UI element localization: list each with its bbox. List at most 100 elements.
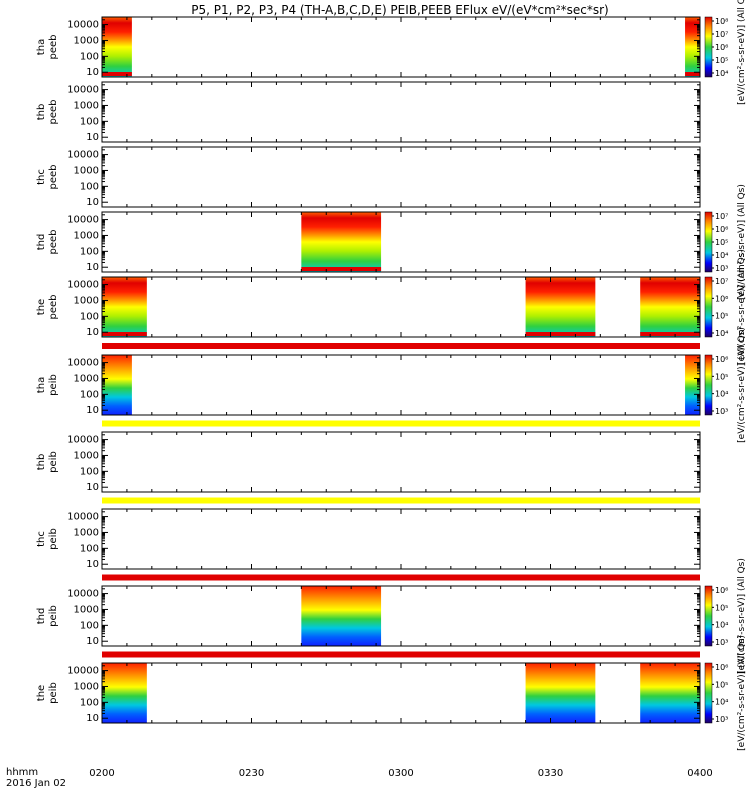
panel-label-instrument: peib xyxy=(48,374,59,396)
panel-label-probe: the xyxy=(36,685,47,701)
x-tick-label: 0330 xyxy=(538,768,563,779)
panel-label-instrument: peib xyxy=(48,605,59,627)
colorbar-tick-label: 10⁷ xyxy=(715,212,728,221)
y-tick-label: 10 xyxy=(86,713,99,724)
y-tick-label: 1000 xyxy=(74,35,99,46)
colorbar-title: [eV/(cm²-s-sr-eV)] (All Qs) xyxy=(737,0,747,105)
colorbar-tick-label: 10⁵ xyxy=(715,603,728,612)
colorbar-tick-label: 10⁴ xyxy=(715,69,728,78)
y-tick-label: 10 xyxy=(86,132,99,143)
panel-label-instrument: peib xyxy=(48,682,59,704)
chart-title: P5, P1, P2, P3, P4 (TH-A,B,C,D,E) PEIB,P… xyxy=(191,3,608,17)
low-energy-band xyxy=(301,267,382,271)
colorbar-tick-label: 10⁵ xyxy=(715,680,728,689)
y-tick-label: 1000 xyxy=(74,295,99,306)
panel-label-probe: thc xyxy=(36,531,47,547)
panel-label-probe: thd xyxy=(36,234,47,251)
panel-label-probe: tha xyxy=(36,39,47,55)
colorbar-tick-label: 10³ xyxy=(715,264,728,273)
y-tick-label: 100 xyxy=(80,246,99,257)
panel-thd-peeb: 10 100 1000 10000 thd peeb xyxy=(36,211,701,273)
colorbar-title: [eV/(cm²-s-sr-eV)] (All Qs) xyxy=(737,184,747,300)
y-tick-label: 10000 xyxy=(67,150,99,161)
panel-thc-peeb: 10 100 1000 10000 thc peeb xyxy=(36,146,701,208)
y-tick-label: 10 xyxy=(86,405,99,416)
colorbar-tick-label: 10³ xyxy=(715,407,728,416)
spectrogram-block xyxy=(102,17,132,77)
panel-the-peeb: 10 100 1000 10000 the peeb xyxy=(36,276,701,338)
panel-frame xyxy=(101,16,701,78)
colorbar-gradient xyxy=(704,354,713,416)
colorbar-tick-label: 10³ xyxy=(715,715,728,724)
y-tick-label: 100 xyxy=(80,116,99,127)
colorbar-tha-peib: 10⁶ 10⁵ 10⁴ 10³ [eV/(cm²-s-sr-eV)] (All Qs) xyxy=(704,327,747,443)
panel-thd-peib: 10 100 1000 10000 thd peib xyxy=(36,585,701,647)
spectrogram-block xyxy=(525,663,596,723)
low-energy-band xyxy=(685,72,700,76)
y-tick-label: 10 xyxy=(86,482,99,493)
low-energy-band xyxy=(102,332,147,336)
colorbar-thd-peib: 10⁶ 10⁵ 10⁴ 10³ [eV/(cm²-s-sr-eV)] (All Qs) xyxy=(704,558,747,674)
colorbar-tick-label: 10⁶ xyxy=(715,225,728,234)
y-tick-label: 10 xyxy=(86,636,99,647)
colorbar-tha-peeb: 10⁸ 10⁷ 10⁶ 10⁵ 10⁴ [eV/(cm²-s-sr-eV)] (All Q… xyxy=(704,0,747,105)
colorbar-tick-label: 10⁶ xyxy=(715,355,728,364)
colorbar-gradient xyxy=(704,585,713,647)
panel-frame xyxy=(101,662,701,724)
footer-line2: 2016 Jan 02 xyxy=(6,778,66,789)
colorbar-the-peeb: 10⁷ 10⁶ 10⁵ 10⁴ [eV/(cm²-s-sr-eV)] (All Qs) xyxy=(704,249,747,365)
colorbar-tick-label: 10⁵ xyxy=(715,238,728,247)
colorbar-tick-label: 10⁶ xyxy=(715,294,728,303)
low-energy-band xyxy=(102,72,132,76)
y-tick-label: 10000 xyxy=(67,666,99,677)
low-energy-band xyxy=(640,332,700,336)
colorbar-tick-label: 10⁷ xyxy=(715,30,728,39)
panel-frame xyxy=(101,146,701,208)
separator-strip-red xyxy=(102,651,700,658)
separator-strip-yellow xyxy=(102,420,700,427)
panel-label-probe: thc xyxy=(36,169,47,185)
spectrogram-block xyxy=(102,277,147,337)
y-tick-label: 100 xyxy=(80,51,99,62)
colorbar-thd-peeb: 10⁷ 10⁶ 10⁵ 10⁴ 10³ [eV/(cm²-s-sr-eV)] (All Q… xyxy=(704,184,747,300)
y-tick-label: 10 xyxy=(86,197,99,208)
colorbar-title: [eV/(cm²-s-sr-eV)] (All Qs) xyxy=(737,249,747,365)
colorbar-tick-label: 10⁴ xyxy=(715,621,728,630)
panel-label-probe: thb xyxy=(36,454,47,471)
colorbar-gradient xyxy=(704,662,713,724)
colorbar-title: [eV/(cm²-s-sr-eV)] (All Qs) xyxy=(737,327,747,443)
colorbars-group: 10⁸ 10⁷ 10⁶ 10⁵ 10⁴ [eV/(cm²-s-sr-eV)] (All Q… xyxy=(704,0,747,751)
low-energy-band xyxy=(525,332,596,336)
panel-label-probe: thb xyxy=(36,104,47,121)
x-tick-label: 0400 xyxy=(687,768,712,779)
panel-label-instrument: peeb xyxy=(48,35,59,60)
colorbar-tick-label: 10⁴ xyxy=(715,698,728,707)
y-tick-label: 100 xyxy=(80,543,99,554)
colorbar-tick-label: 10⁴ xyxy=(715,251,728,260)
y-tick-label: 100 xyxy=(80,389,99,400)
separator-strip-yellow xyxy=(102,497,700,504)
colorbar-tick-label: 10⁶ xyxy=(715,43,728,52)
spectrogram-block xyxy=(301,586,382,646)
colorbar-gradient xyxy=(704,211,713,273)
spectrogram-block xyxy=(685,17,700,77)
y-tick-label: 10000 xyxy=(67,85,99,96)
y-tick-label: 10000 xyxy=(67,435,99,446)
panel-label-instrument: peeb xyxy=(48,295,59,320)
y-tick-label: 10 xyxy=(86,559,99,570)
colorbar-tick-label: 10⁸ xyxy=(715,17,728,26)
panel-tha-peeb: 10 100 1000 10000 tha peeb xyxy=(36,16,701,78)
colorbar-tick-label: 10⁶ xyxy=(715,663,728,672)
y-tick-label: 10000 xyxy=(67,20,99,31)
panel-label-probe: thd xyxy=(36,608,47,625)
footer-line1: hhmm xyxy=(6,767,38,778)
y-tick-label: 100 xyxy=(80,181,99,192)
colorbar-tick-label: 10⁴ xyxy=(715,390,728,399)
panel-frame xyxy=(101,81,701,143)
separator-strip-red xyxy=(102,343,700,349)
spectrogram-block xyxy=(525,277,596,337)
x-tick-label: 0230 xyxy=(239,768,264,779)
colorbar-tick-label: 10³ xyxy=(715,638,728,647)
colorbar-gradient xyxy=(704,276,713,338)
